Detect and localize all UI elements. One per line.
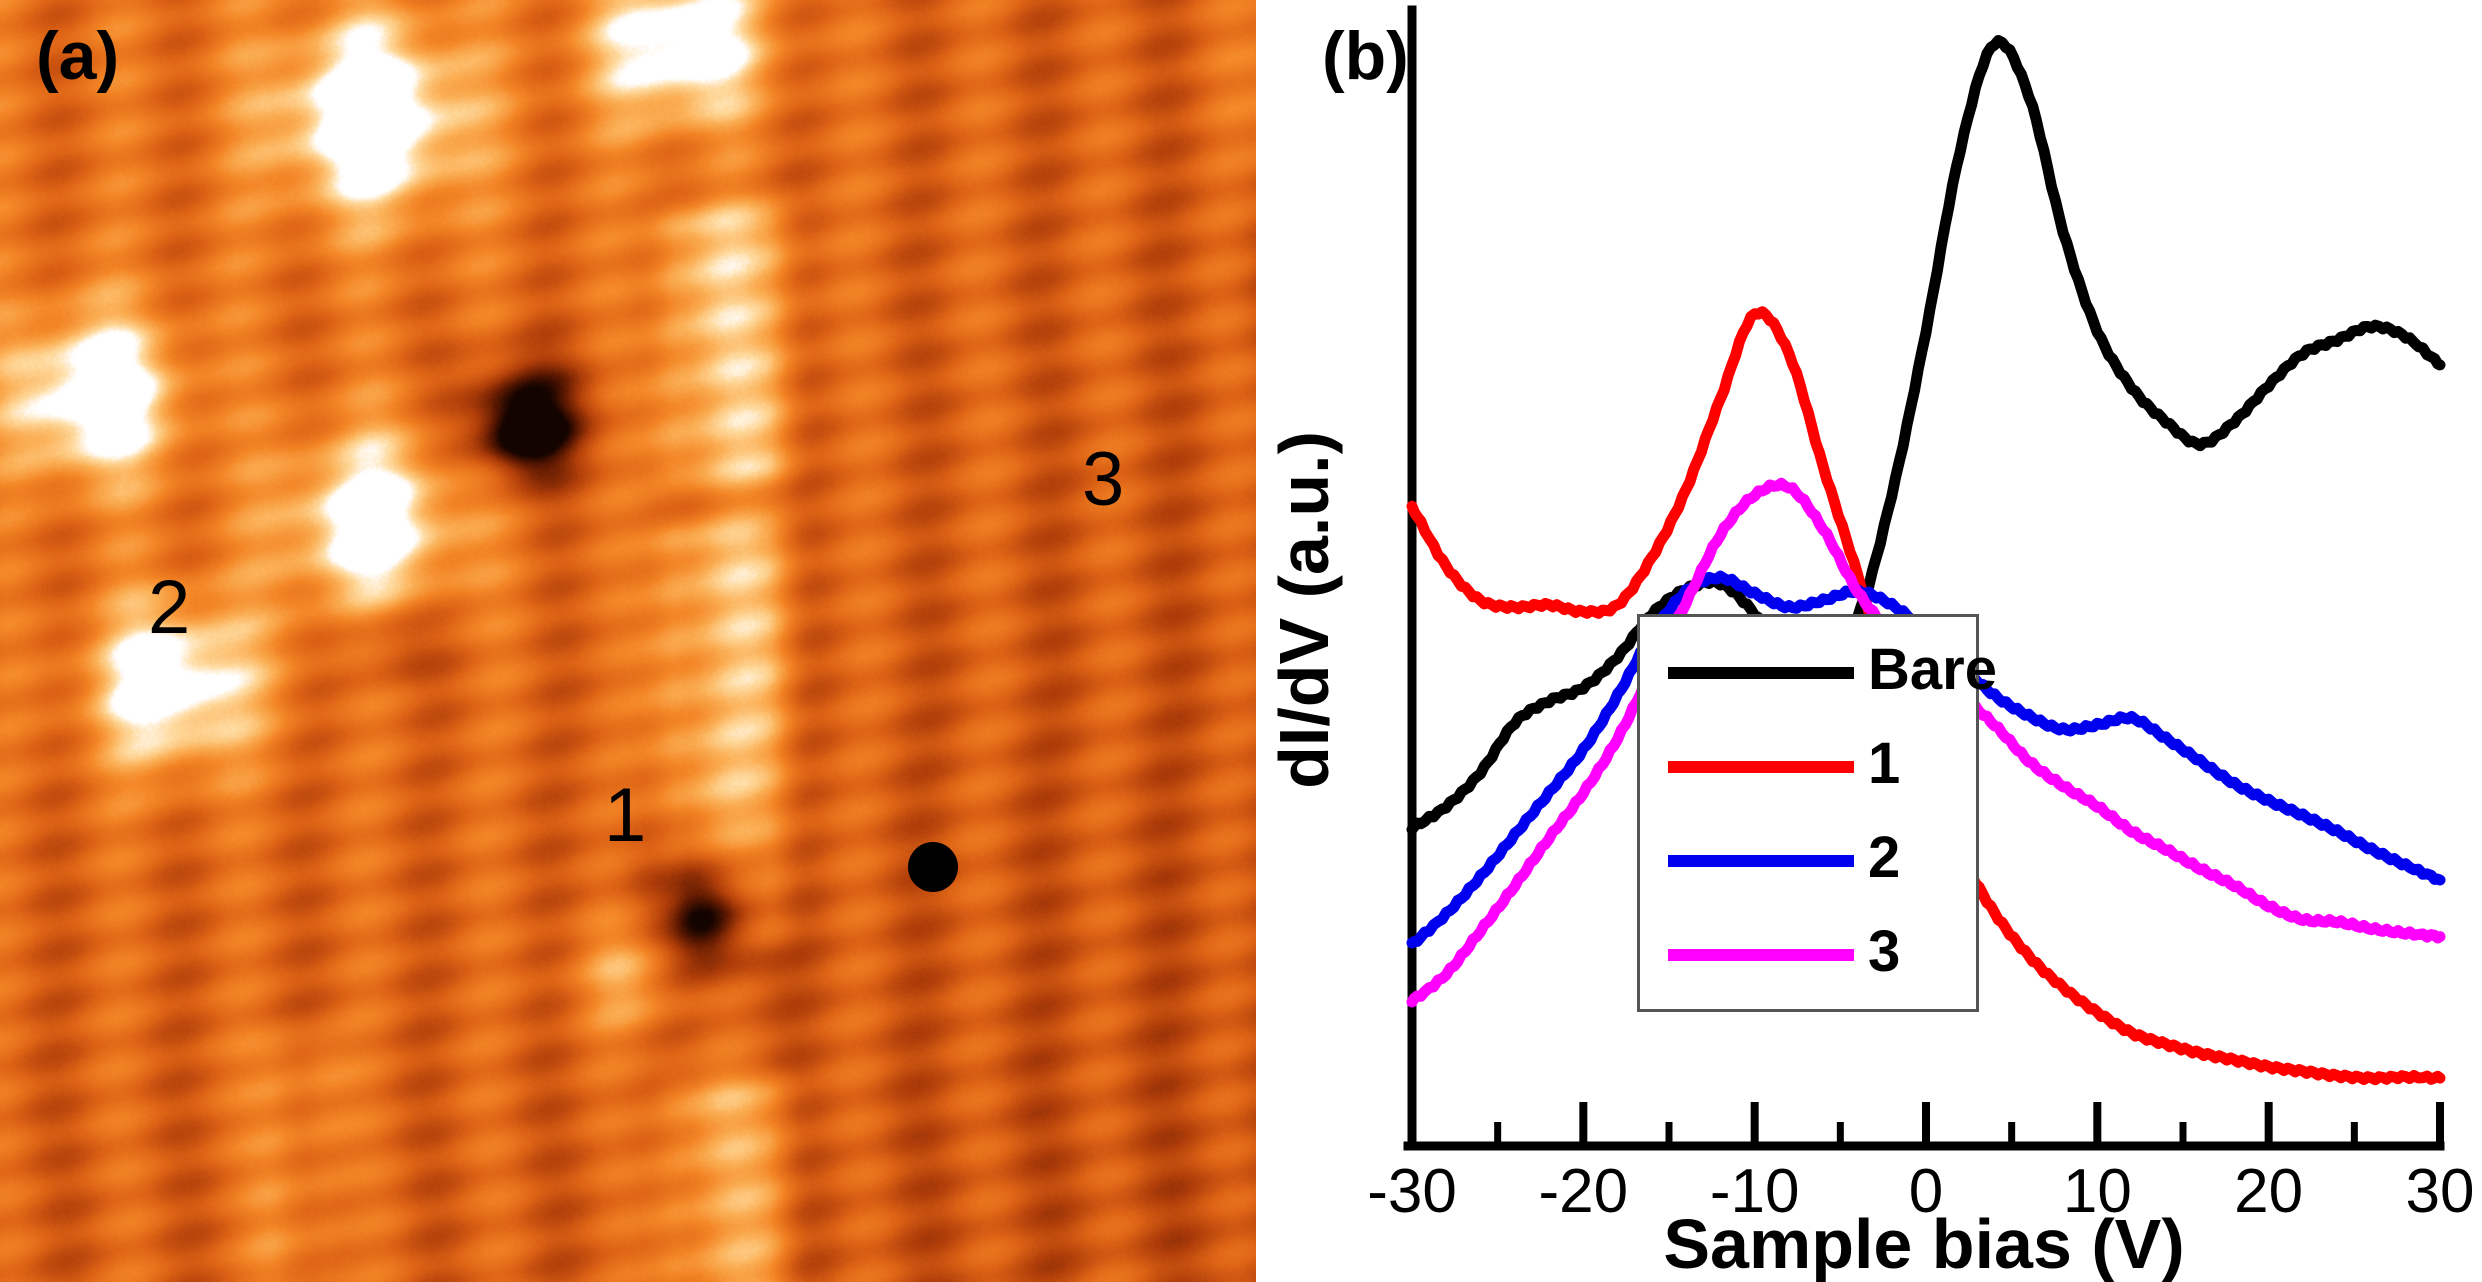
spectra-svg: -30 -20 -10 0 10 20 30 Sample bias (V) dI/dV (… xyxy=(1265,5,2474,1282)
stm-bare-site-dot xyxy=(908,842,958,892)
stm-site-label-3: 3 xyxy=(1082,437,1125,522)
legend-label-3: 3 xyxy=(1868,919,1901,984)
x-tick-label: -30 xyxy=(1367,1157,1457,1226)
legend-swatch-bare xyxy=(1668,667,1854,679)
stm-site-label-1: 1 xyxy=(604,773,647,858)
panel-b-spectra-plot: (b) -30 -20 -10 0 10 20 30 Sample bias (V) dI/… xyxy=(1256,0,2482,1282)
panel-b-tag: (b) xyxy=(1322,18,1409,94)
legend-row-1: 1 xyxy=(1640,733,1982,799)
x-tick-label: 20 xyxy=(2234,1157,2303,1226)
x-axis-ticks xyxy=(1408,1102,2444,1146)
x-tick-label: 30 xyxy=(2406,1157,2475,1226)
legend-label-bare: Bare xyxy=(1868,637,1997,702)
x-axis-title: Sample bias (V) xyxy=(1663,1205,2184,1282)
legend-row-3: 3 xyxy=(1640,921,1982,987)
panel-a-tag: (a) xyxy=(36,18,120,94)
legend-row-2: 2 xyxy=(1640,827,1982,893)
x-tick-label: -10 xyxy=(1710,1157,1800,1226)
legend-swatch-2 xyxy=(1668,855,1854,867)
x-tick-label: 0 xyxy=(1909,1157,1943,1226)
x-tick-label: -20 xyxy=(1539,1157,1629,1226)
y-axis-title: dI/dV (a.u.) xyxy=(1265,431,1343,789)
stm-site-label-2: 2 xyxy=(148,565,191,650)
stm-topography-canvas xyxy=(0,0,1256,1282)
legend-label-2: 2 xyxy=(1868,825,1901,890)
spectrum-curve-bare xyxy=(1406,35,2446,835)
legend-label-1: 1 xyxy=(1868,731,1901,796)
x-axis-tick-labels: -30 -20 -10 0 10 20 30 xyxy=(1367,1157,2474,1226)
x-tick-label: 10 xyxy=(2063,1157,2132,1226)
plot-legend: Bare 1 2 3 xyxy=(1637,614,1997,1012)
legend-swatch-3 xyxy=(1668,949,1854,961)
panel-a-stm-image: (a) 1 2 3 xyxy=(0,0,1256,1282)
legend-row-bare: Bare xyxy=(1640,639,1997,705)
legend-swatch-1 xyxy=(1668,761,1854,773)
